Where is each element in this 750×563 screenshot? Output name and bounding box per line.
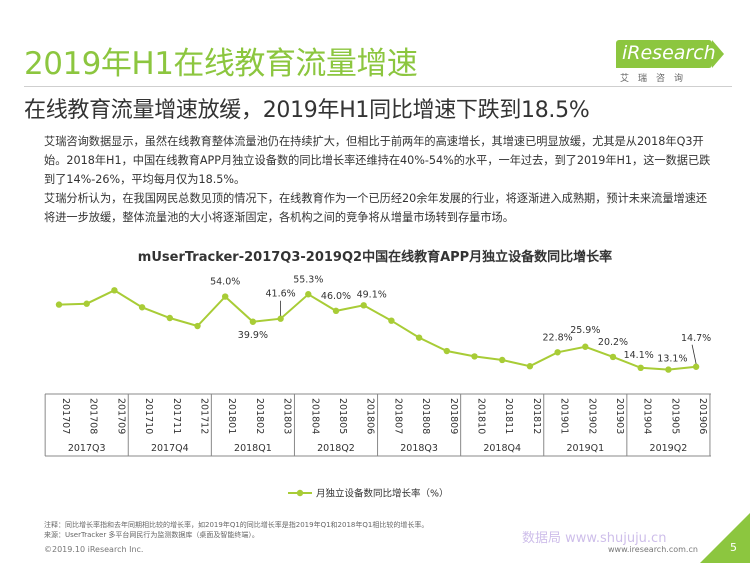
data-point <box>166 314 173 322</box>
data-label: 13.1% <box>657 354 687 365</box>
quarter-label: 2018Q3 <box>400 443 438 454</box>
data-label: 49.1% <box>357 289 387 300</box>
body-paragraph-1: 艾瑞咨询数据显示，虽然在线教育整体流量池仍在持续扩大，但相比于前两年的高速增长，… <box>44 135 711 186</box>
data-label: 54.0% <box>210 277 240 288</box>
data-point <box>499 356 506 364</box>
quarter-label: 2018Q1 <box>234 443 272 454</box>
x-tick-label: 201711 <box>171 398 182 434</box>
series-line <box>58 289 697 371</box>
x-tick-label: 201712 <box>199 398 210 434</box>
page-title: 2019年H1在线教育流量增速 <box>24 46 418 82</box>
data-point <box>609 353 617 361</box>
x-tick-label: 201803 <box>282 398 293 434</box>
x-tick-label: 201905 <box>669 398 680 434</box>
legend-swatch-point <box>296 489 304 497</box>
body-paragraph-2: 艾瑞分析认为，在我国网民总数见顶的情况下，在线教育作为一个已历经20余年发展的行… <box>44 192 708 224</box>
data-point <box>388 317 395 324</box>
page-number: 5 <box>730 541 737 554</box>
x-tick-label: 201806 <box>365 398 376 434</box>
data-point <box>83 300 90 307</box>
x-tick-label: 201902 <box>586 398 597 434</box>
data-point <box>526 363 534 370</box>
data-point <box>55 301 63 308</box>
data-label: 20.2% <box>598 337 628 348</box>
data-label: 14.1% <box>624 350 654 361</box>
data-point <box>582 343 589 350</box>
data-point <box>415 334 423 341</box>
data-label: 14.7% <box>681 333 711 344</box>
data-label: 22.8% <box>543 332 573 343</box>
x-tick-label: 201808 <box>420 398 431 434</box>
chart-title: mUserTracker-2017Q3-2019Q2中国在线教育APP月独立设备… <box>137 250 613 265</box>
x-tick-label: 201812 <box>531 398 542 434</box>
x-tick-label: 201707 <box>60 398 71 434</box>
data-label: 41.6% <box>266 289 296 300</box>
data-point <box>111 287 118 294</box>
logo-badge <box>616 40 724 68</box>
data-point <box>249 318 257 325</box>
logo-text: iResearch <box>622 42 716 64</box>
chart-note: 注释：同比增长率指和去年同期相比较的增长率，如2019年Q1的同比增长率是指20… <box>44 521 429 529</box>
label-leader <box>691 344 697 364</box>
x-tick-label: 201811 <box>503 398 514 434</box>
data-point <box>222 293 229 300</box>
data-point <box>637 364 644 372</box>
quarter-label: 2017Q3 <box>68 443 106 454</box>
data-label: 25.9% <box>570 325 600 336</box>
quarter-label: 2018Q2 <box>317 443 355 454</box>
data-point <box>194 322 201 330</box>
title-divider <box>24 86 732 87</box>
x-tick-label: 201709 <box>115 398 126 434</box>
watermark: 数据局 www.shujuju.cn <box>522 531 667 546</box>
x-tick-label: 201906 <box>697 398 708 434</box>
data-point <box>332 307 340 315</box>
quarter-label: 2017Q4 <box>151 443 189 454</box>
iresearch-logo: iResearch 艾瑞咨询 <box>616 40 728 85</box>
data-point <box>138 304 146 311</box>
x-tick-label: 201710 <box>143 398 154 434</box>
x-tick-label: 201708 <box>88 398 99 434</box>
x-tick-label: 201804 <box>309 398 320 434</box>
logo-subtext: 艾瑞咨询 <box>620 74 693 84</box>
x-tick-label: 201904 <box>642 398 653 434</box>
x-tick-label: 201810 <box>476 398 487 434</box>
body-text: 艾瑞咨询数据显示，虽然在线教育整体流量池仍在持续扩大，但相比于前两年的高速增长，… <box>44 132 716 227</box>
quarter-label: 2019Q1 <box>566 443 604 454</box>
data-point <box>360 302 367 309</box>
x-tick-label: 201805 <box>337 398 348 434</box>
legend-label: 月独立设备数同比增长率（%） <box>316 488 449 500</box>
data-label: 39.9% <box>238 330 268 341</box>
website-link[interactable]: www.iresearch.com.cn <box>608 545 698 554</box>
quarter-label: 2018Q4 <box>483 443 521 454</box>
page-subtitle: 在线教育流量增速放缓，2019年H1同比增速下跌到18.5% <box>24 98 590 123</box>
x-tick-label: 201903 <box>614 398 625 434</box>
quarter-label: 2019Q2 <box>650 443 688 454</box>
data-point <box>692 363 700 370</box>
data-label: 46.0% <box>321 291 351 302</box>
line-chart: 201707 201708 201709 201710 201711 201712 2018… <box>44 274 711 500</box>
data-point <box>554 349 561 356</box>
data-point <box>665 366 672 373</box>
x-tick-label: 201801 <box>226 398 237 434</box>
data-point <box>471 353 478 360</box>
data-point <box>277 315 284 322</box>
page-corner-decoration <box>700 513 750 563</box>
chart-source: 来源：UserTracker 多平台网民行为监测数据库（桌面及智能终端）。 <box>44 531 259 539</box>
x-tick-label: 201802 <box>254 398 265 434</box>
data-point <box>443 347 450 355</box>
data-label: 55.3% <box>293 274 323 285</box>
x-tick-label: 201809 <box>448 398 459 434</box>
x-tick-label: 201901 <box>559 398 570 434</box>
copyright: ©2019.10 iResearch Inc. <box>44 545 144 554</box>
data-point <box>305 291 312 298</box>
x-tick-label: 201807 <box>392 398 403 434</box>
